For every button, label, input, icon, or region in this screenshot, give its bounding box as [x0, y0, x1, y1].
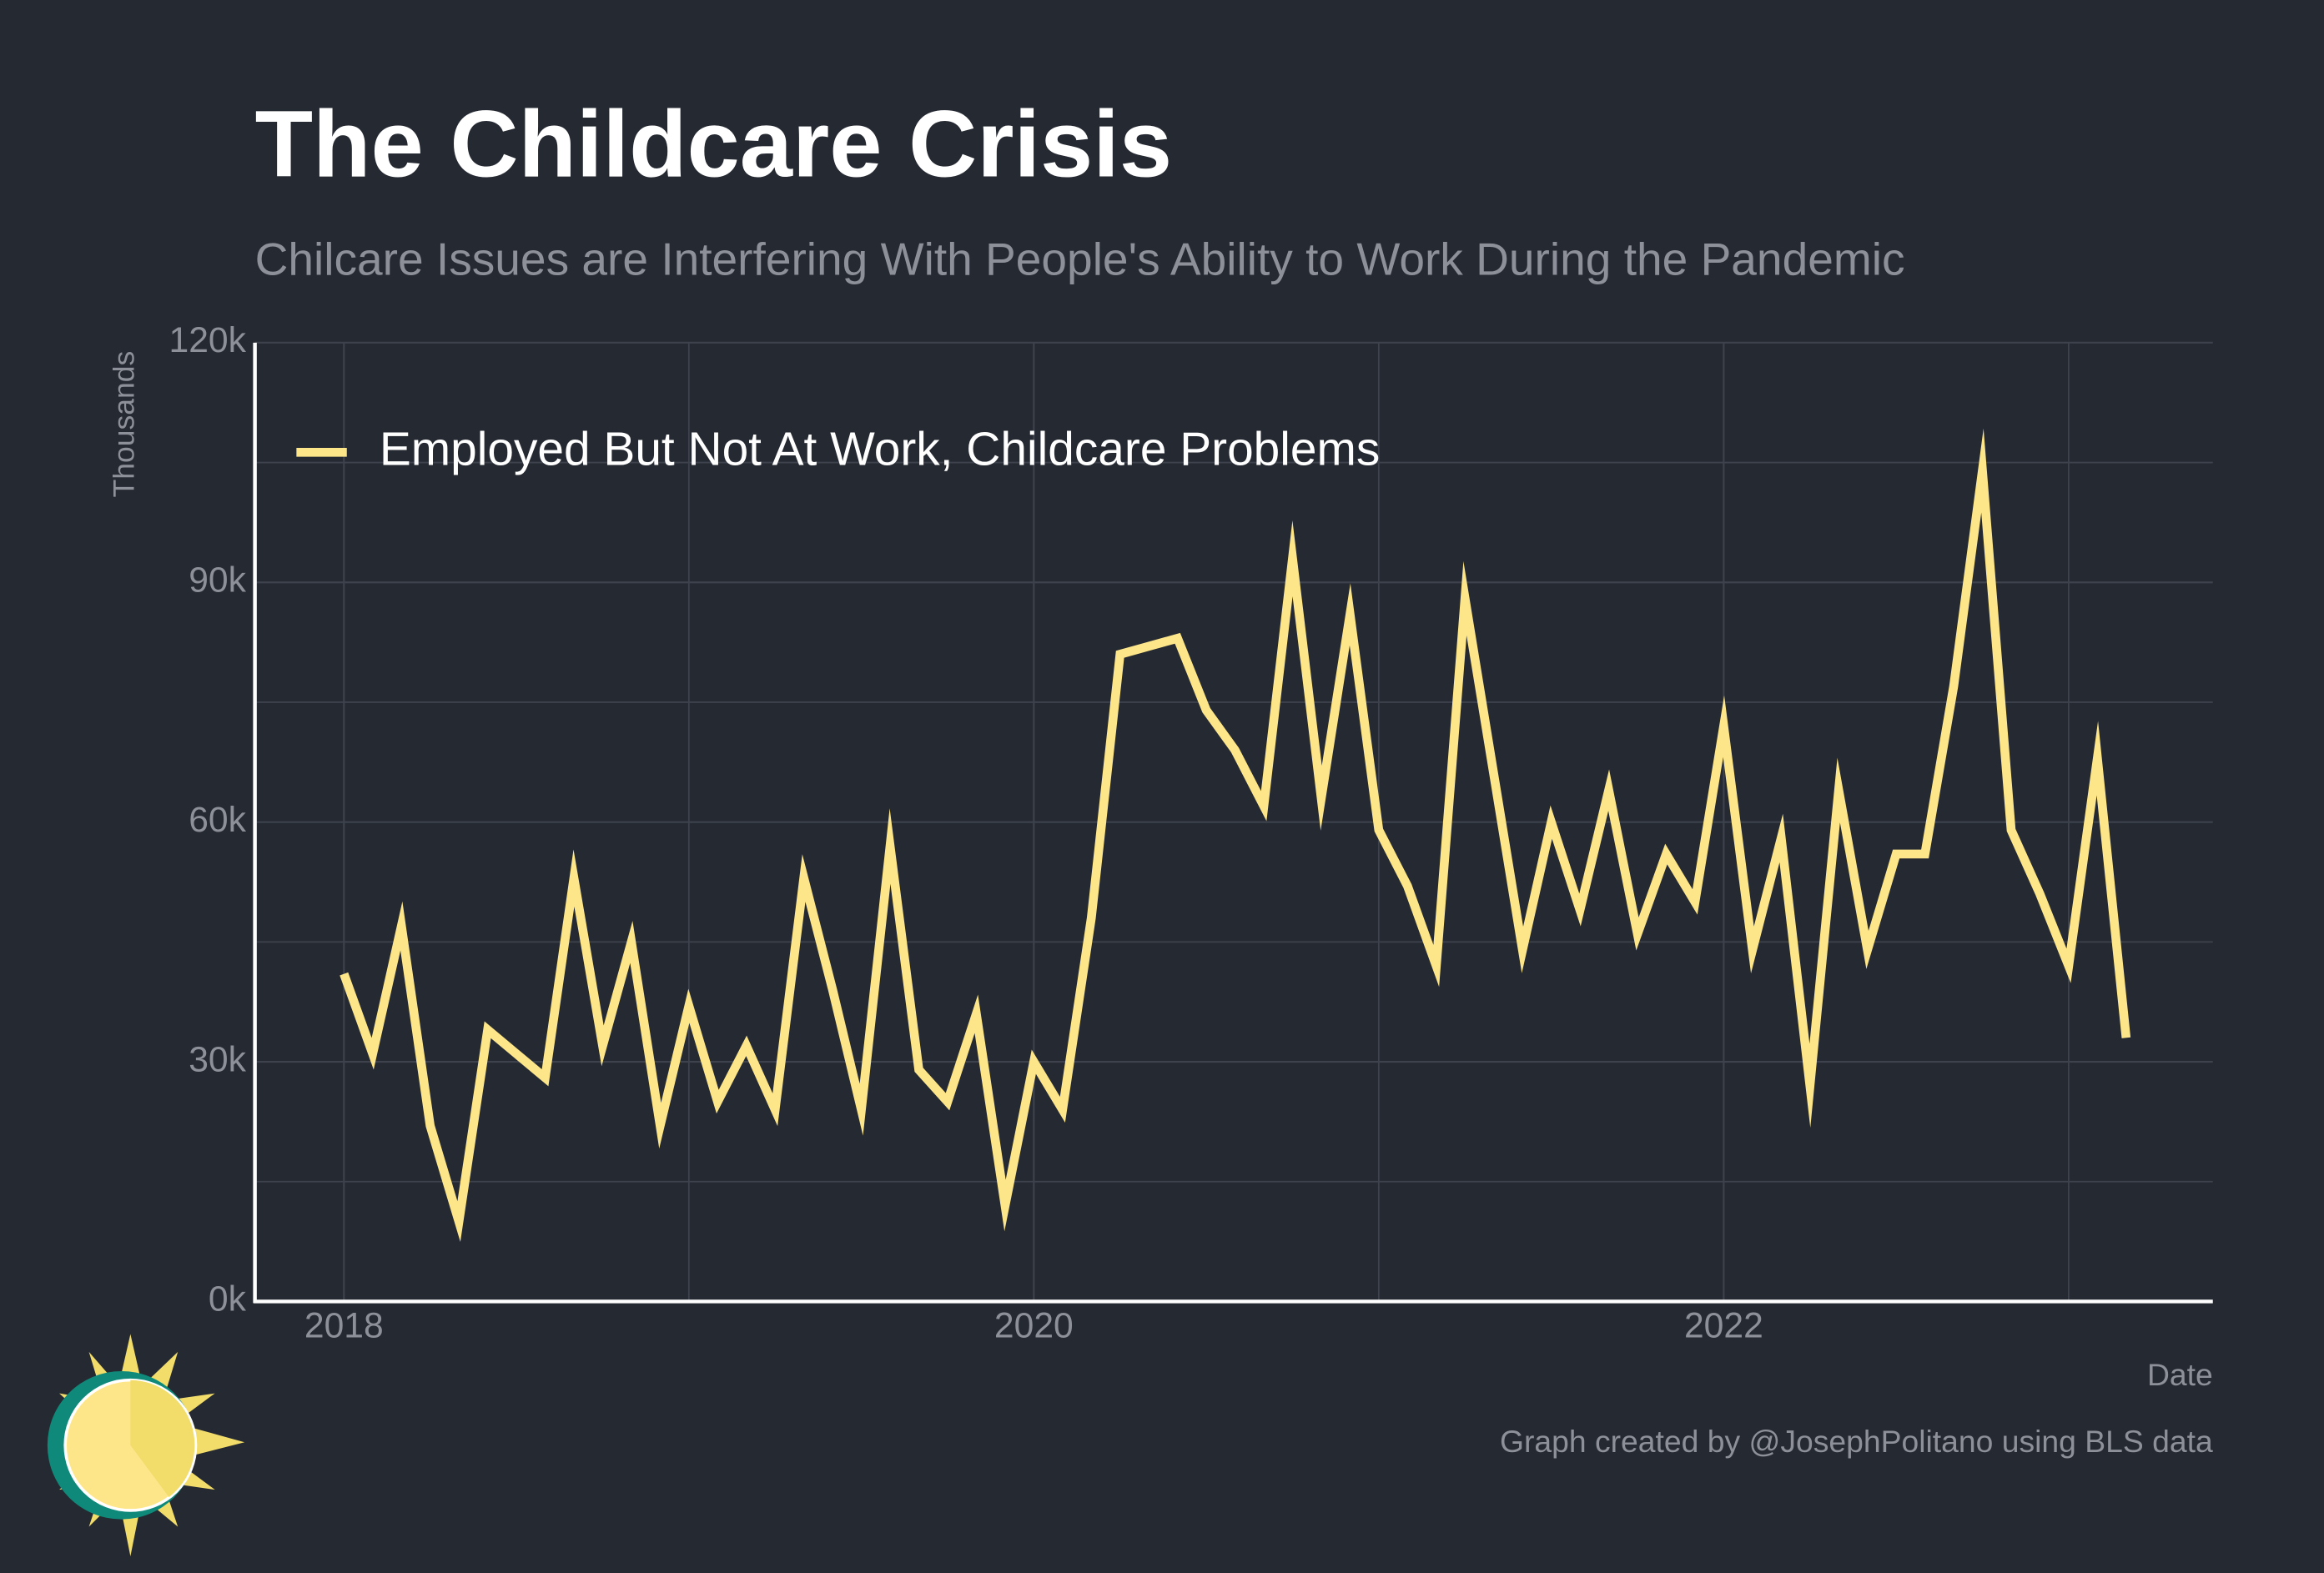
x-axis-label: Date — [2147, 1357, 2213, 1392]
chart-subtitle: Chilcare Issues are Interfering With Peo… — [255, 233, 1905, 284]
x-tick-label: 2020 — [994, 1306, 1074, 1346]
caption: Graph created by @JosephPolitano using B… — [1500, 1424, 2213, 1459]
y-tick-label: 60k — [189, 800, 246, 840]
y-axis-label: Thousands — [107, 351, 140, 498]
legend-label: Employed But Not At Work, Childcare Prob… — [380, 423, 1380, 475]
y-tick-label: 0k — [209, 1279, 247, 1319]
logo — [47, 1334, 245, 1557]
x-tick-label: 2018 — [304, 1306, 384, 1346]
y-tick-label: 120k — [169, 320, 247, 360]
y-tick-label: 30k — [189, 1039, 246, 1079]
y-tick-label: 90k — [189, 560, 246, 601]
logo-clock — [130, 1380, 195, 1497]
x-tick-label: 2022 — [1684, 1306, 1763, 1346]
line — [340, 428, 2131, 1242]
chart-title: The Childcare Crisis — [255, 92, 1173, 198]
